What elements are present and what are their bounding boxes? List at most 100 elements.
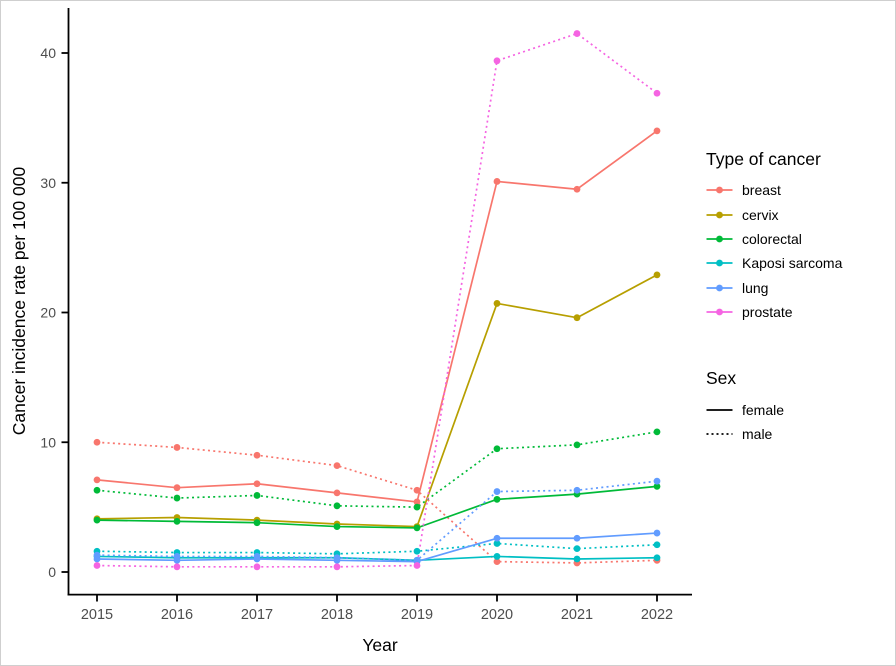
x-tick-label: 2015: [81, 607, 113, 623]
prostate-legend-key-icon: [706, 304, 733, 320]
data-point-breast-male: [173, 444, 181, 451]
data-point-prostate-male: [413, 562, 421, 569]
data-point-colorectal-male: [573, 441, 581, 449]
legend-item-label: colorectal: [742, 230, 802, 247]
data-point-lung-male: [413, 556, 421, 564]
legend-item-label: male: [742, 425, 773, 442]
data-point-lung-male: [493, 488, 501, 495]
legend-item-male: male: [706, 422, 896, 446]
series-line-cervix-female: [96, 274, 658, 528]
data-point-prostate-male: [333, 563, 341, 571]
data-point-breast-male: [253, 451, 261, 459]
data-point-cervix-female: [493, 300, 501, 307]
data-point-prostate-male: [253, 563, 261, 571]
legend-title-type-of-cancer: Type of cancer: [706, 149, 821, 169]
data-point-colorectal-male: [413, 503, 421, 511]
data-point-lung-female: [653, 529, 661, 537]
data-point-colorectal-male: [333, 502, 341, 510]
data-point-colorectal-male: [253, 492, 261, 499]
data-point-lung-male: [653, 477, 661, 485]
legend-item-lung: lung: [706, 276, 896, 300]
legend-item-label: Kaposi sarcoma: [742, 255, 843, 272]
series-line-kaposi-sarcoma-female: [96, 555, 658, 562]
kaposi-sarcoma-legend-key-icon: [706, 255, 733, 271]
data-point-prostate-male: [93, 562, 101, 569]
x-axis-title: Year: [362, 635, 398, 655]
data-point-colorectal-male: [173, 494, 181, 502]
data-point-lung-male: [253, 553, 261, 560]
series-line-breast-female: [96, 130, 658, 503]
data-point-breast-female: [253, 480, 261, 488]
data-point-breast-female: [493, 178, 501, 185]
data-point-kaposi-sarcoma-male: [653, 541, 661, 549]
series-line-lung-female: [96, 532, 658, 563]
data-point-breast-female: [93, 476, 101, 484]
x-tick-label: 2020: [481, 607, 513, 623]
data-point-kaposi-sarcoma-female: [653, 554, 661, 562]
data-point-kaposi-sarcoma-male: [573, 545, 581, 553]
data-point-lung-male: [173, 553, 181, 560]
data-point-colorectal-female: [653, 482, 661, 490]
legend-item-prostate: prostate: [706, 300, 896, 324]
x-tick-label: 2022: [641, 607, 673, 623]
x-tick-label: 2016: [161, 607, 193, 623]
legend-item-colorectal: colorectal: [706, 227, 896, 251]
series-line-prostate-male: [96, 32, 658, 568]
male-dotted-line-key-icon: [706, 426, 733, 442]
data-point-breast-female: [413, 498, 421, 506]
legend-title-sex: Sex: [706, 368, 737, 389]
data-point-breast-male: [93, 438, 101, 446]
data-point-colorectal-female: [493, 495, 501, 503]
legend-item-female: female: [706, 397, 896, 421]
data-point-breast-male: [333, 462, 341, 470]
data-point-breast-female: [653, 127, 661, 135]
x-tick-label: 2019: [401, 607, 433, 623]
data-point-breast-male: [493, 558, 501, 566]
data-point-colorectal-female: [93, 516, 101, 524]
data-point-kaposi-sarcoma-male: [413, 547, 421, 555]
data-point-prostate-male: [653, 89, 661, 97]
lung-legend-key-icon: [706, 280, 733, 296]
legend-item-kaposi-sarcoma: Kaposi sarcoma: [706, 251, 896, 275]
data-point-colorectal-female: [413, 524, 421, 532]
legend: Type of cancer breast cervix colorectal …: [706, 149, 896, 446]
legend-item-label: lung: [742, 279, 769, 296]
series-line-kaposi-sarcoma-male: [96, 542, 658, 555]
legend-item-label: prostate: [742, 304, 793, 321]
data-point-lung-male: [333, 554, 341, 562]
legend-item-breast: breast: [706, 178, 896, 202]
data-point-colorectal-female: [173, 517, 181, 525]
data-point-cervix-female: [653, 271, 661, 279]
x-tick-label: 2021: [561, 607, 593, 623]
data-point-colorectal-male: [93, 486, 101, 494]
y-tick-label: 30: [40, 175, 56, 191]
data-point-breast-male: [413, 486, 421, 494]
data-point-prostate-male: [493, 57, 501, 65]
data-point-lung-male: [573, 486, 581, 494]
series-line-breast-male: [96, 441, 658, 564]
data-point-colorectal-female: [253, 519, 261, 527]
data-point-lung-female: [493, 534, 501, 542]
legend-item-label: cervix: [742, 206, 779, 223]
legend-item-cervix: cervix: [706, 202, 896, 226]
series-line-colorectal-female: [96, 485, 658, 529]
data-point-kaposi-sarcoma-female: [573, 555, 581, 563]
y-axis-title: Cancer incidence rate per 100 000: [9, 166, 29, 435]
data-point-colorectal-male: [493, 445, 501, 453]
legend-item-label: female: [742, 401, 785, 418]
data-point-colorectal-male: [653, 428, 661, 436]
legend-item-label: breast: [742, 182, 781, 199]
data-point-breast-female: [173, 484, 181, 492]
x-tick-label: 2017: [241, 607, 273, 623]
data-point-lung-male: [93, 551, 101, 559]
data-point-prostate-male: [173, 563, 181, 571]
data-point-colorectal-female: [333, 523, 341, 530]
data-point-breast-female: [573, 185, 581, 193]
series-line-colorectal-male: [96, 431, 658, 508]
data-point-breast-female: [333, 489, 341, 497]
data-point-cervix-female: [573, 314, 581, 322]
data-point-kaposi-sarcoma-female: [493, 553, 501, 560]
y-tick-label: 40: [40, 45, 56, 61]
